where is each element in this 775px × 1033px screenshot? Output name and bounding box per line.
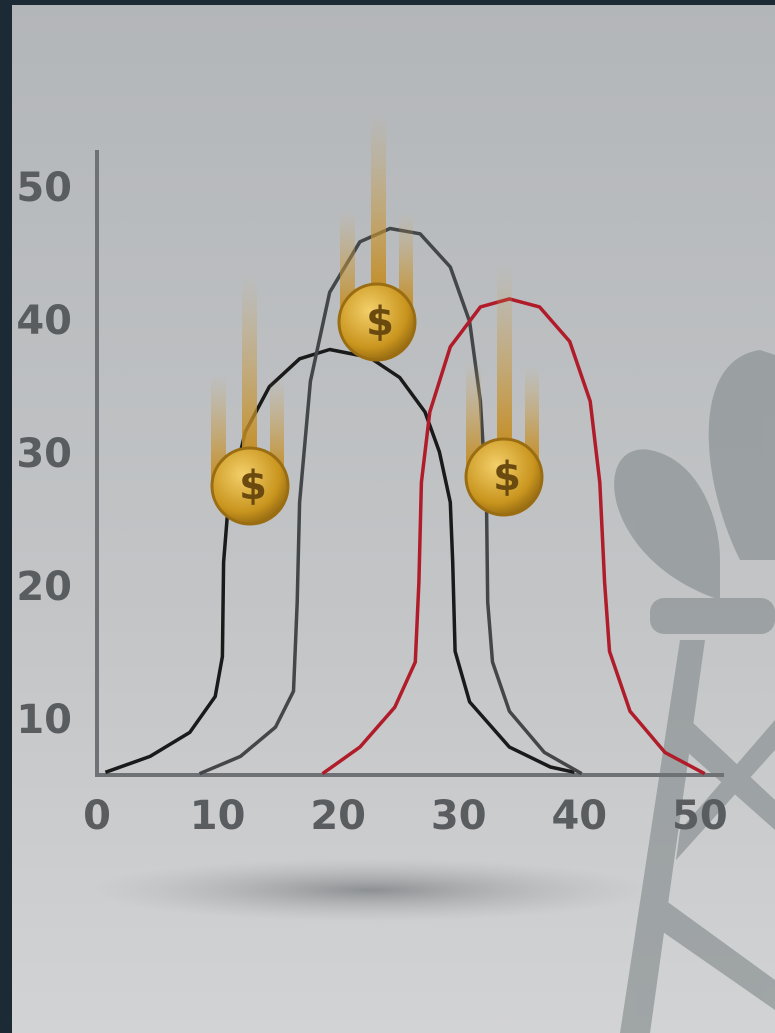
x-tick-label: 50 [672,793,728,839]
y-tick-label: 40 [16,298,72,344]
x-tick-label: 10 [190,793,246,839]
y-tick-label: 10 [16,697,72,743]
y-tick-label: 30 [16,431,72,477]
shadow [90,858,650,922]
coin-symbol: $ [366,299,394,345]
coin-symbol: $ [493,454,521,500]
y-tick-label: 50 [16,165,72,211]
x-tick-label: 0 [83,793,111,839]
page: {"chart_data": {"type": "line", "xlim": … [0,0,775,1033]
x-tick-label: 30 [431,793,487,839]
y-tick-label: 20 [16,564,72,610]
x-tick-label: 20 [310,793,366,839]
x-tick-label: 40 [551,793,607,839]
coin-symbol: $ [239,463,267,509]
chart: 10 20 30 40 50 0 10 20 30 40 50 $ $ $ [0,0,775,1033]
